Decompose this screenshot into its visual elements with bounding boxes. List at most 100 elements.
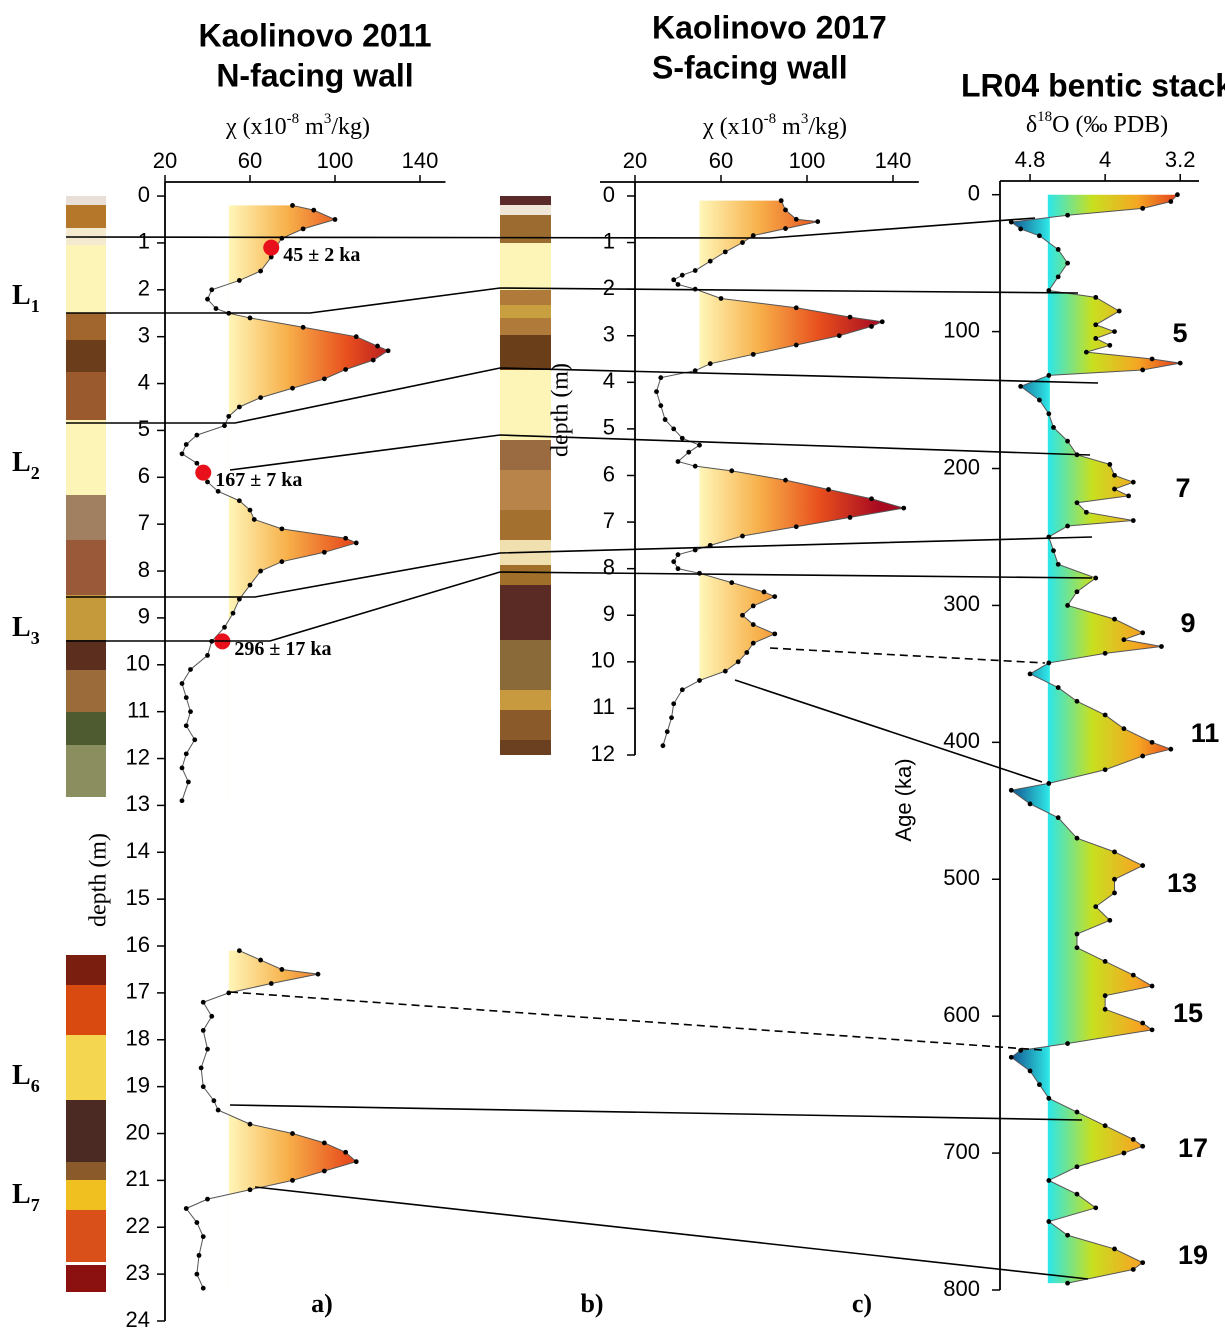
lithology-layer — [66, 640, 106, 670]
data-point — [1008, 1054, 1014, 1060]
data-point — [1074, 945, 1080, 951]
data-point — [718, 296, 724, 301]
y-tick-label: 2 — [138, 276, 150, 301]
data-point — [686, 449, 692, 455]
data-point — [205, 1196, 210, 1202]
data-point — [196, 1252, 202, 1258]
stage-label: 17 — [1178, 1133, 1208, 1163]
data-point — [793, 524, 799, 530]
data-point — [679, 435, 685, 441]
data-point — [1121, 1150, 1127, 1156]
x-axis-title: δ18O (‰ PDB) — [1026, 109, 1168, 137]
data-point — [1065, 603, 1070, 608]
data-point — [692, 268, 698, 273]
correlation-line — [229, 434, 1091, 471]
y-tick-label: 11 — [127, 697, 150, 722]
data-point — [209, 1013, 215, 1019]
x-axis-title-part: -8 — [287, 111, 300, 127]
data-point — [1027, 801, 1033, 807]
data-point — [179, 798, 185, 804]
data-point — [1121, 637, 1127, 643]
y-tick-label: 800 — [943, 1276, 980, 1301]
y-tick-label: 500 — [943, 865, 980, 890]
data-point — [1051, 548, 1056, 554]
data-point — [869, 324, 874, 329]
data-point — [1140, 1020, 1146, 1026]
lithology-layer — [66, 955, 106, 985]
x-axis-title: χ (x10-8 m3/kg) — [702, 111, 847, 139]
y-tick-label: 18 — [126, 1026, 150, 1051]
data-point — [671, 426, 677, 432]
correlation-line — [769, 647, 1046, 664]
lithology-layer — [66, 196, 106, 205]
lithology-layer — [66, 595, 106, 640]
data-point — [1093, 294, 1099, 300]
data-point — [1046, 411, 1052, 417]
data-point — [744, 650, 750, 655]
data-point — [1177, 360, 1183, 366]
data-point — [321, 376, 327, 382]
data-point — [1018, 226, 1024, 232]
y-tick-label: 0 — [603, 182, 615, 207]
lithology-layer — [66, 313, 106, 340]
data-point — [1027, 1068, 1033, 1074]
stage-label: 15 — [1173, 998, 1203, 1028]
data-point — [200, 1285, 206, 1291]
y-tick-label: 6 — [138, 463, 150, 488]
data-point — [375, 343, 380, 349]
correlation-line — [66, 536, 1093, 598]
data-point — [1065, 438, 1070, 444]
data-point — [200, 999, 206, 1005]
data-point — [226, 413, 232, 419]
x-axis-title: χ (x10-8 m3/kg) — [225, 111, 370, 139]
lithology-layer — [500, 440, 551, 470]
data-point — [1121, 726, 1127, 732]
x-tick-label: 100 — [317, 148, 354, 173]
area-fill — [1011, 194, 1181, 1284]
data-point — [783, 226, 788, 231]
data-point — [343, 535, 349, 541]
correlation-line — [65, 217, 1036, 239]
y-axis-title: depth (m) — [86, 833, 112, 927]
data-point — [247, 507, 253, 513]
age-label: 45 ± 2 ka — [283, 244, 360, 266]
data-point — [194, 1271, 200, 1277]
data-point — [188, 667, 193, 672]
unit-label: L7 — [12, 1179, 40, 1215]
correlation-line — [254, 1186, 1089, 1280]
data-point — [740, 612, 745, 618]
data-point — [1175, 192, 1180, 198]
lithology-layer — [66, 1180, 106, 1210]
data-point — [722, 668, 728, 674]
y-tick-label: 7 — [603, 508, 615, 533]
data-point — [183, 695, 189, 700]
data-point — [869, 496, 874, 502]
data-point — [707, 361, 713, 367]
data-point — [1046, 781, 1052, 786]
lithology-layer — [500, 585, 551, 640]
data-point — [1102, 650, 1108, 656]
data-point — [268, 981, 274, 986]
data-point — [205, 1046, 210, 1052]
data-point — [332, 217, 338, 222]
data-point — [321, 1168, 327, 1174]
data-point — [675, 566, 681, 572]
data-point — [1102, 1123, 1108, 1129]
data-point — [279, 559, 285, 565]
data-point — [658, 375, 664, 381]
correlation-line — [66, 287, 1079, 314]
data-point — [183, 751, 189, 757]
data-point — [740, 240, 745, 245]
data-point — [658, 403, 664, 409]
area-fill — [228, 950, 357, 1289]
chart-title: Kaolinovo 2017 — [652, 9, 887, 45]
data-point — [662, 417, 668, 422]
data-point — [692, 463, 698, 469]
data-point — [675, 282, 681, 287]
data-point — [1102, 712, 1108, 718]
data-point — [1083, 349, 1089, 355]
data-point — [815, 219, 821, 224]
data-line — [655, 200, 904, 746]
y-tick-label: 20 — [126, 1119, 150, 1144]
